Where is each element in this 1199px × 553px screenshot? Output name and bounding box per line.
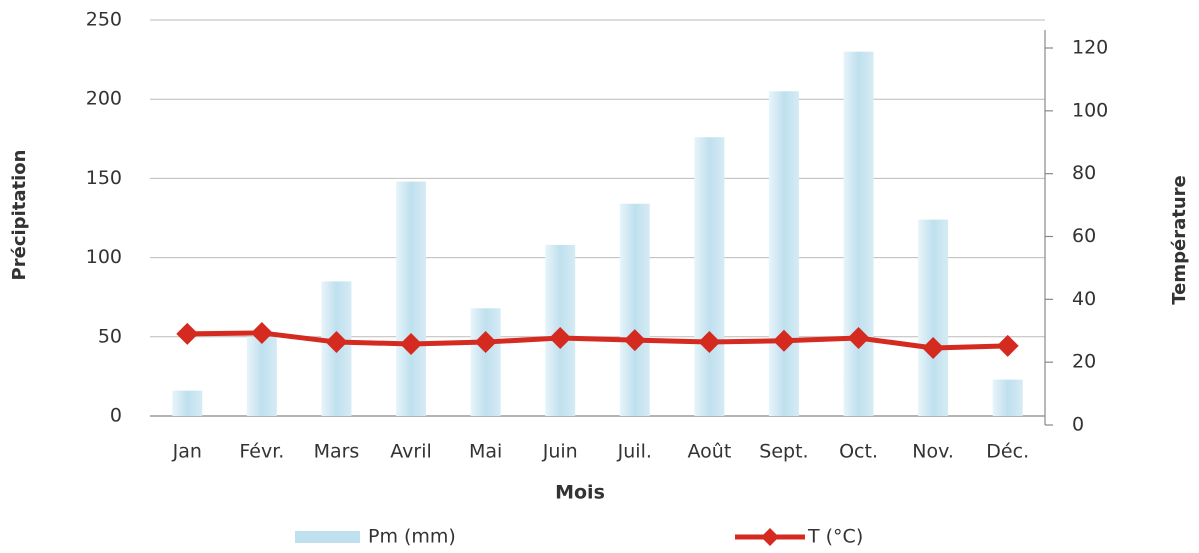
x-tick-label: Jan bbox=[172, 441, 202, 463]
bar bbox=[619, 203, 650, 416]
line bbox=[187, 330, 1008, 351]
marker bbox=[325, 331, 348, 354]
y2-axis-label: Température bbox=[1169, 175, 1190, 304]
bar bbox=[768, 91, 799, 416]
marker bbox=[847, 326, 870, 349]
y2-tick-label: 80 bbox=[1072, 162, 1096, 184]
x-tick-label: Oct. bbox=[839, 441, 878, 463]
legend-label: Pm (mm) bbox=[368, 526, 456, 548]
x-tick-label: Juil. bbox=[617, 441, 652, 463]
bar bbox=[396, 181, 427, 416]
bar bbox=[246, 336, 277, 416]
y-tick-label: 250 bbox=[86, 9, 122, 31]
bar bbox=[918, 219, 949, 416]
y-tick-label: 150 bbox=[86, 167, 122, 189]
marker bbox=[623, 329, 646, 352]
legend-swatch bbox=[295, 531, 360, 543]
marker bbox=[250, 321, 273, 344]
y2-tick-label: 60 bbox=[1072, 225, 1096, 247]
y-tick-label: 200 bbox=[86, 88, 122, 110]
y-tick-label: 50 bbox=[98, 325, 122, 347]
x-tick-label: Sept. bbox=[759, 441, 808, 463]
bar bbox=[992, 379, 1023, 416]
x-axis-label: Mois bbox=[555, 482, 605, 504]
marker bbox=[400, 332, 423, 355]
bar bbox=[694, 137, 725, 416]
x-tick-label: Févr. bbox=[239, 441, 284, 463]
y-tick-label: 0 bbox=[110, 405, 122, 427]
x-tick-label: Août bbox=[687, 441, 731, 463]
legend-label: T (°C) bbox=[807, 526, 863, 548]
marker bbox=[996, 334, 1019, 357]
bar bbox=[470, 308, 501, 416]
bar bbox=[172, 390, 203, 416]
y2-tick-label: 40 bbox=[1072, 288, 1096, 310]
y-tick-label: 100 bbox=[86, 246, 122, 268]
marker bbox=[772, 329, 795, 352]
marker bbox=[176, 322, 199, 345]
y2-tick-label: 20 bbox=[1072, 351, 1096, 373]
x-tick-label: Mars bbox=[314, 441, 360, 463]
bar bbox=[843, 51, 874, 417]
x-tick-label: Déc. bbox=[986, 441, 1029, 463]
y2-tick-label: 0 bbox=[1072, 414, 1084, 436]
marker bbox=[474, 331, 497, 354]
y2-tick-label: 120 bbox=[1072, 37, 1108, 59]
legend-marker bbox=[761, 528, 779, 546]
x-tick-label: Mai bbox=[469, 441, 502, 463]
marker bbox=[922, 337, 945, 360]
marker bbox=[549, 326, 572, 349]
x-tick-label: Nov. bbox=[912, 441, 954, 463]
x-tick-label: Avril bbox=[390, 441, 432, 463]
marker bbox=[698, 331, 721, 354]
y-axis-label: Précipitation bbox=[9, 150, 30, 281]
x-tick-label: Juin bbox=[542, 441, 578, 463]
y2-tick-label: 100 bbox=[1072, 99, 1108, 121]
